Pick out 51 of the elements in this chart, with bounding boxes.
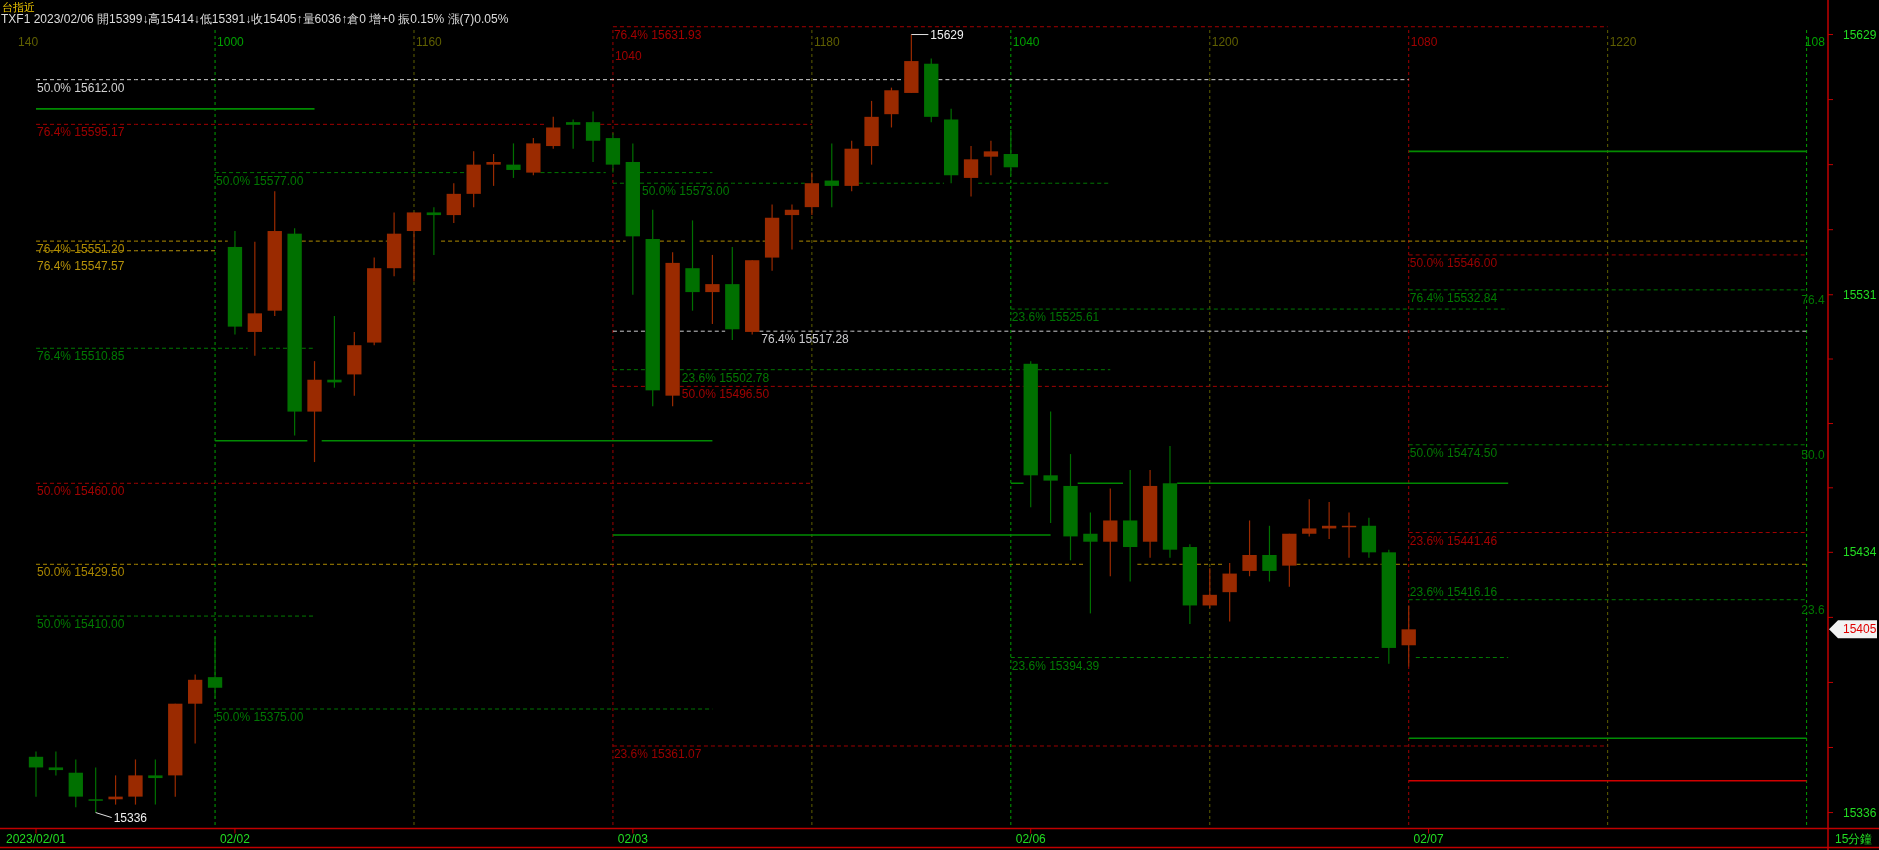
- series-label: 76.4% 15510.85: [37, 349, 125, 364]
- series-label: 23.6% 15416.16: [1409, 584, 1498, 599]
- y-tick-label: 15336: [1843, 805, 1877, 820]
- series-label: 23.6% 15394.39: [1011, 658, 1100, 673]
- x-tick-label: 02/02: [219, 832, 251, 846]
- series-label: 50.0% 15410.00: [37, 617, 125, 632]
- series-label: 50.0% 15474.50: [1409, 445, 1498, 460]
- annotation: 1040: [1012, 35, 1040, 49]
- annotation: 140: [18, 35, 39, 49]
- series-label: 76.4% 15595.17: [37, 125, 125, 140]
- x-tick-label: 02/03: [617, 832, 649, 846]
- x-tick-label: 02/07: [1413, 832, 1444, 846]
- series-label: 23.6% 15361.07: [613, 747, 702, 761]
- annotation: 1180: [813, 35, 841, 49]
- chart-title: 台指近: [2, 1, 35, 13]
- x-tick-label: 2023/02/01: [5, 832, 67, 846]
- y-tick-label: 15434: [1843, 545, 1877, 560]
- annotation: 1080: [1410, 35, 1438, 49]
- series-label: 50.0% 15375.00: [216, 710, 304, 724]
- series-label: 76.4% 15517.28: [761, 332, 850, 347]
- annotation: 1040: [614, 49, 642, 63]
- series-label: 50.0% 15496.50: [681, 387, 770, 402]
- annotation: 1200: [1211, 35, 1239, 49]
- text: TXF1 2023/02/06 開15399↓高15414↓低15391↓收15405↑量6036↑倉0 增+0 振0.15% 漲(7)0.05%: [1, 12, 509, 26]
- y-tick-label: 15531: [1843, 287, 1877, 302]
- series-label: 50.0% 15573.00: [641, 184, 730, 199]
- series-label: 50.0% 15612.00: [37, 80, 125, 95]
- series-label: 23.6% 15441.46: [1409, 533, 1498, 548]
- annotation: 15336: [113, 810, 148, 825]
- annotation: 50.0: [1801, 448, 1825, 462]
- text: 15405: [1843, 622, 1877, 637]
- y-tick-label: 15629: [1843, 27, 1877, 42]
- series-label: 23.6% 15525.61: [1011, 310, 1100, 325]
- series-label: 76.4% 15547.57: [37, 258, 125, 273]
- annotation: 1160: [415, 35, 443, 49]
- series-label: 50.0% 15460.00: [37, 484, 125, 499]
- annotation: 76.4: [1801, 293, 1825, 307]
- x-axis-title: 15分鐘: [1835, 832, 1873, 846]
- annotation: 1000: [217, 35, 245, 49]
- series-label: 76.4% 15631.93: [613, 27, 702, 42]
- x-tick-label: 02/06: [1015, 832, 1047, 846]
- annotation: 1220: [1609, 35, 1637, 49]
- series-label: 76.4% 15551.20: [37, 242, 125, 257]
- series-label: 23.6% 15502.78: [681, 370, 770, 385]
- annotation: 23.6: [1801, 603, 1825, 617]
- series-label: 76.4% 15532.84: [1409, 290, 1498, 305]
- annotation: 15629: [930, 27, 965, 42]
- series-label: 50.0% 15577.00: [216, 173, 304, 188]
- series-label: 50.0% 15546.00: [1409, 255, 1498, 270]
- series-label: 50.0% 15429.50: [37, 565, 125, 580]
- annotation: 108: [1804, 35, 1826, 49]
